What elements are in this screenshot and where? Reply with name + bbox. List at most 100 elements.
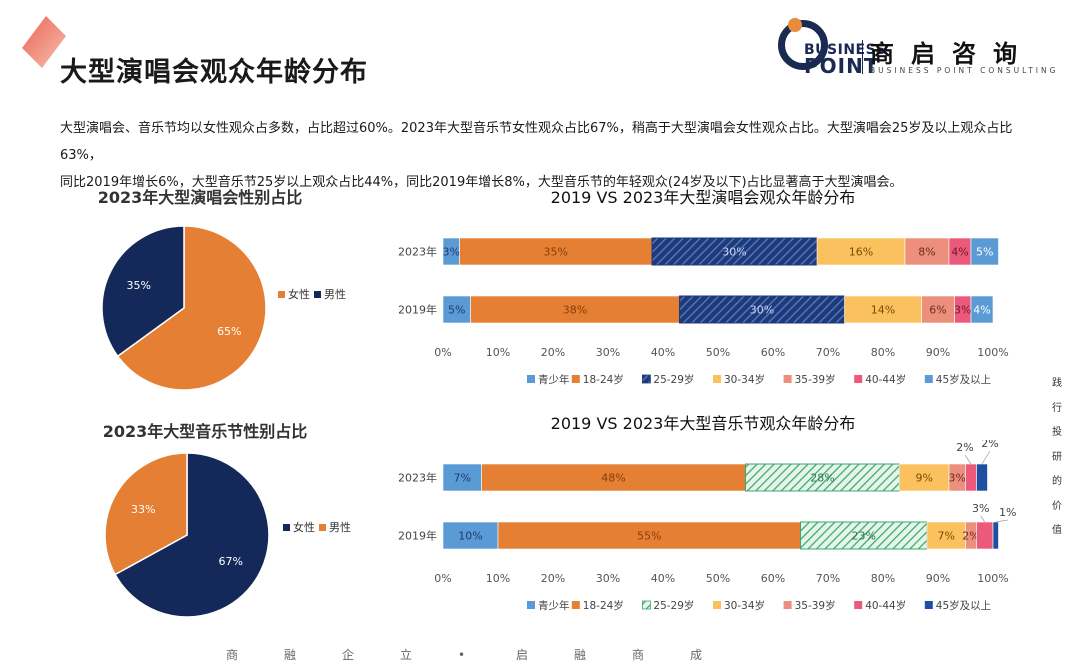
side-char: 价: [1052, 500, 1062, 512]
legend-swatch: [571, 601, 580, 609]
side-char: 行: [1052, 402, 1062, 414]
pie-festival-title: 2023年大型音乐节性别占比: [102, 422, 308, 441]
bar-chart-festival-age: 0% 10% 20% 30% 40% 50% 60% 70% 80% 90% 100% 2023年 7%…: [398, 440, 1016, 612]
bar-data-label: 38%: [563, 304, 587, 317]
legend-swatch: [641, 374, 651, 384]
footer-char: 立: [400, 648, 413, 662]
legend-swatch: [924, 375, 933, 383]
footer-char: 商: [632, 648, 645, 662]
side-char: 值: [1052, 525, 1062, 536]
pie-slice-male: [101, 225, 185, 358]
legend-label: 青少年: [538, 599, 570, 612]
x-tick-label: 20%: [541, 572, 565, 585]
footer-slogan: 商 融 企 立 • 启 融 商 成: [226, 646, 748, 663]
legend-swatch: [783, 601, 792, 609]
bar-data-label: 23%: [852, 530, 876, 543]
pie-slice-male: [104, 452, 188, 576]
x-tick-label: 70%: [816, 572, 840, 585]
x-tick-label: 50%: [706, 346, 730, 359]
legend-label: 45岁及以上: [936, 599, 991, 612]
logo-business-text: BUSINESS: [804, 42, 887, 58]
pie-data-label: 35%: [126, 279, 150, 292]
legend-swatch: [278, 291, 285, 298]
category-label: 2023年: [398, 245, 437, 259]
x-tick-label: 0%: [434, 572, 451, 585]
footer-char: 融: [284, 648, 297, 662]
bar-data-label: 2%: [956, 441, 973, 454]
bar-data-label: 4%: [973, 304, 990, 317]
bar-data-label: 1%: [999, 506, 1016, 519]
legend-swatch: [319, 524, 326, 531]
footer-char: 商: [226, 648, 239, 662]
legend-label: 男性: [329, 520, 351, 534]
corner-decoration: [22, 16, 66, 68]
bar-data-label: 3%: [443, 246, 460, 259]
bar-data-label: 55%: [637, 530, 661, 543]
legend-label: 青少年: [538, 373, 570, 386]
footer-char: •: [458, 648, 466, 662]
logo-english-name: BUSINESS POINT CONSULTING: [870, 66, 1059, 75]
x-tick-label: 90%: [926, 346, 950, 359]
side-char: 研: [1052, 451, 1062, 463]
x-tick-label: 80%: [871, 346, 895, 359]
pie-slice-female: [116, 225, 267, 391]
bar-data-label: 7%: [454, 472, 471, 485]
legend-swatch: [641, 600, 651, 610]
bar-data-label: 7%: [938, 530, 955, 543]
logo-chinese-name: 商启咨询: [870, 40, 1034, 68]
x-tick-label: 30%: [596, 346, 620, 359]
bar-data-label: 9%: [916, 472, 933, 485]
legend-swatch: [314, 291, 321, 298]
x-tick-label: 70%: [816, 346, 840, 359]
bar-segment: [970, 295, 994, 324]
bar-segment: [970, 237, 999, 266]
side-char: 投: [1052, 427, 1062, 438]
bar-data-label: 8%: [918, 246, 935, 259]
category-label: 2019年: [398, 303, 437, 317]
x-tick-label: 40%: [651, 572, 675, 585]
bar-data-label: 16%: [849, 246, 873, 259]
bar-data-label: 48%: [601, 472, 625, 485]
footer-char: 企: [342, 648, 355, 662]
bar-segment: [800, 521, 928, 550]
legend-swatch: [924, 601, 933, 609]
legend-swatch: [713, 601, 721, 609]
leader-line: [964, 454, 972, 465]
bar-data-label: 2%: [962, 530, 979, 543]
legend-label: 男性: [324, 287, 346, 301]
bar-segment: [976, 463, 988, 492]
legend-label: 30-34岁: [724, 373, 765, 386]
summary-line-2: 同比2019年增长6%，大型音乐节25岁以上观众占比44%，同比2019年增长8…: [60, 175, 903, 190]
footer-char: 融: [574, 648, 587, 662]
bar-segment: [965, 463, 977, 492]
logo-divider: [862, 40, 863, 74]
side-char: 的: [1052, 476, 1062, 487]
bar-segment: [899, 463, 950, 492]
pie-chart-festival-gender: 67% 33% 女性 男性: [104, 452, 351, 618]
category-label: 2023年: [398, 471, 437, 485]
bar-data-label: 3%: [949, 472, 966, 485]
legend-swatch: [854, 375, 863, 383]
legend-label: 40-44岁: [865, 373, 906, 386]
bar-segment: [442, 295, 471, 324]
bar-data-label: 3%: [972, 502, 989, 515]
x-tick-label: 0%: [434, 346, 451, 359]
x-tick-label: 60%: [761, 572, 785, 585]
bar-segment: [497, 521, 801, 550]
summary-paragraph: 大型演唱会、音乐节均以女性观众占多数，占比超过60%。2023年大型音乐节女性观…: [60, 115, 1020, 196]
pie-data-label: 33%: [131, 503, 155, 516]
legend-label: 25-29岁: [653, 373, 694, 386]
bar-data-label: 35%: [544, 246, 568, 259]
legend-label: 女性: [288, 287, 310, 301]
bar-data-label: 30%: [722, 246, 746, 259]
pie-data-label: 67%: [219, 555, 243, 568]
bar-segment: [844, 295, 922, 324]
legend-swatch: [527, 375, 535, 383]
bar-data-label: 28%: [810, 472, 834, 485]
bar-segment: [921, 295, 955, 324]
leader-line: [981, 450, 991, 465]
bar-segment: [816, 237, 906, 266]
x-tick-label: 90%: [926, 572, 950, 585]
x-tick-label: 30%: [596, 572, 620, 585]
legend-label: 40-44岁: [865, 599, 906, 612]
